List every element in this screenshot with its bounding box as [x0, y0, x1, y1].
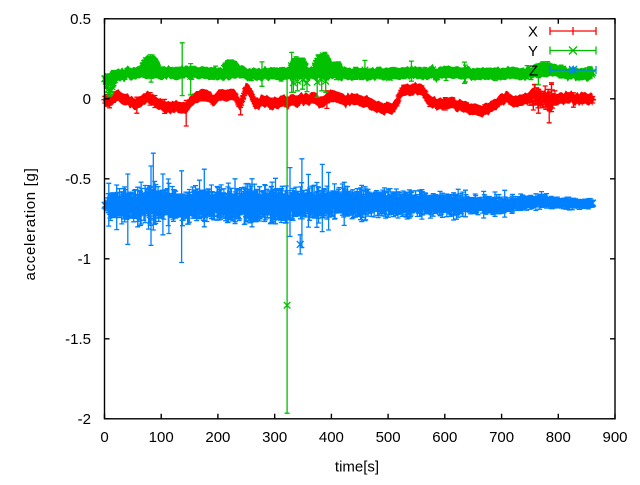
svg-text:100: 100: [149, 429, 174, 446]
svg-text:500: 500: [376, 429, 401, 446]
svg-text:-0.5: -0.5: [65, 171, 91, 188]
svg-text:400: 400: [319, 429, 344, 446]
svg-text:Y: Y: [528, 43, 538, 60]
svg-text:0.5: 0.5: [70, 11, 91, 28]
svg-text:300: 300: [262, 429, 287, 446]
svg-text:acceleration [g]: acceleration [g]: [22, 168, 39, 281]
svg-text:Z: Z: [529, 62, 538, 79]
svg-text:-2: -2: [78, 411, 91, 428]
svg-text:time[s]: time[s]: [335, 459, 379, 476]
svg-text:-1: -1: [78, 251, 91, 268]
svg-text:900: 900: [602, 429, 627, 446]
svg-text:X: X: [528, 23, 538, 40]
svg-text:800: 800: [546, 429, 571, 446]
svg-text:200: 200: [205, 429, 230, 446]
svg-text:0: 0: [83, 91, 91, 108]
svg-text:-1.5: -1.5: [65, 331, 91, 348]
svg-text:0: 0: [100, 429, 108, 446]
svg-text:600: 600: [432, 429, 457, 446]
svg-text:700: 700: [489, 429, 514, 446]
